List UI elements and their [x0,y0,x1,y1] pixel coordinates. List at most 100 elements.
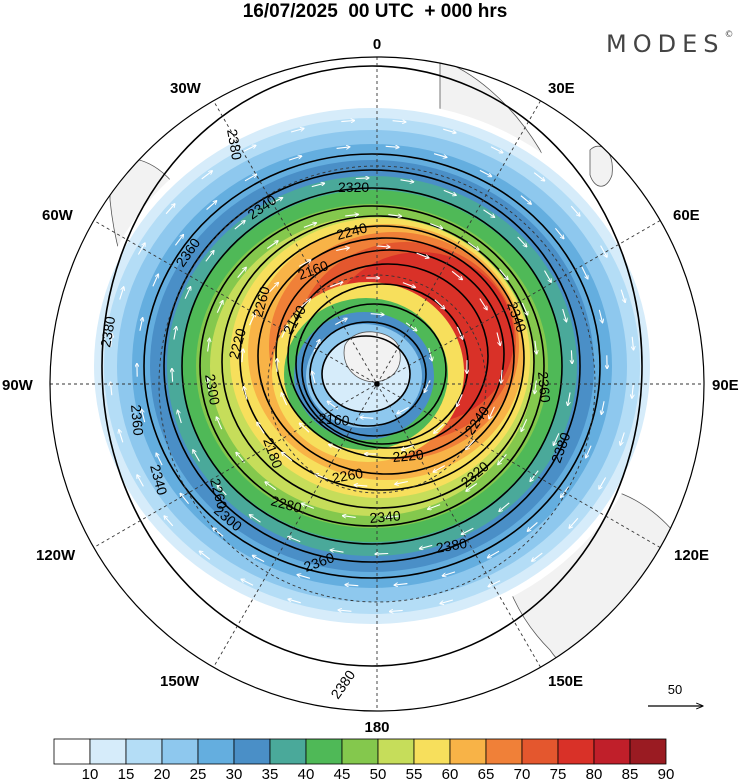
contour-label: 2260 [249,284,273,318]
wind-vector [570,205,580,216]
wind-vector [341,121,354,122]
longitude-label-150w: 150W [160,673,200,690]
wind-vector [336,248,349,252]
wind-vector [249,313,255,326]
colorbar-label: 20 [154,766,171,782]
wind-vector [119,287,124,300]
colorbar-label: 50 [370,766,387,782]
landmass-madagascar [589,145,613,187]
wind-vector [375,554,389,555]
contour-ring-8 [257,237,515,475]
longitude-labels: 0 30E 60E 90E 120E 150E 180 150W 120W 90… [2,36,739,736]
contour-label: 2340 [369,507,402,526]
colorbar-swatch [89,738,127,765]
colorbar-label: 10 [82,766,99,782]
wind-vector [632,384,633,398]
contour-label: 2380 [97,315,118,349]
wind-vector [479,298,487,310]
colorbar-swatch [449,738,487,765]
colorbar-swatch [377,738,415,765]
wind-vector [488,550,500,557]
wind-vector [338,610,352,611]
wind-vector [152,274,158,287]
wind-vector [165,204,175,215]
contour-label: 2220 [392,446,425,465]
wind-vector [601,401,605,414]
wind-vector [632,336,633,350]
contour-ring-12 [301,303,447,437]
wind-vector [443,128,456,133]
wind-vector [434,299,445,309]
contour-ring-2 [143,153,601,579]
colorbar-label: 80 [586,766,603,782]
wind-vector [457,394,463,406]
wind-vector [395,480,408,485]
wind-vector [416,252,429,258]
wind-vector [282,453,293,462]
wind-vector [598,309,602,323]
pole-landmass [343,331,401,383]
wind-vector [355,178,369,179]
wind-vector [620,289,625,302]
colorbar-label: 85 [622,766,639,782]
height-contours [101,65,643,667]
contour-ring-5 [199,205,545,527]
wind-vector [300,299,311,309]
wind-vector [499,502,510,511]
wind-vector [173,327,176,340]
contour-label: 2360 [535,371,554,404]
wind-vector [517,236,527,247]
wind-vector [345,214,358,216]
wind-vector [400,180,414,182]
colorbar-swatch [341,738,379,765]
wind-vector [156,453,163,466]
wind-vector [388,215,401,217]
wind-vector [281,326,287,338]
wind-vector [620,432,625,445]
wind-vector [428,347,432,361]
wind-vector [535,340,537,354]
wind-vector [201,171,212,180]
contour-ring-14 [321,335,411,413]
wind-vector [390,610,403,611]
pole-marker [374,381,380,387]
wind-vector [119,430,124,443]
wind-vector [443,189,456,195]
colorbar-label: 45 [334,766,351,782]
wind-vector [288,537,301,543]
contour-ring-7 [239,225,525,491]
wind-vector [217,417,223,430]
wind-vector [288,599,301,604]
wind-vector [499,268,508,279]
colorbar-swatch [233,738,271,765]
colorbar-swatch [53,738,91,765]
colorbar-label: 55 [406,766,423,782]
wind-vector [216,301,222,313]
wind-vector [428,504,441,510]
map-disk [87,59,701,685]
wind-vector [266,241,278,249]
wind-vector [521,419,528,431]
colorbar-label: 75 [550,766,567,782]
longitude-label-60w: 60W [42,207,74,224]
wind-vector [200,551,211,560]
colorbar-label: 65 [478,766,495,782]
wind-vector [554,433,560,445]
contour-label: 2260 [331,465,365,486]
wind-vector [488,580,501,587]
wind-vector [205,251,214,262]
wind-vector [528,521,538,531]
colorbar-swatch [593,738,631,765]
contour-label: 2300 [202,373,223,407]
wind-vector [237,268,246,278]
wind-vector [586,445,592,458]
wind-vector [462,527,474,534]
wind-vector [244,387,248,400]
wind-vector [244,174,256,182]
wind-vector [335,319,347,325]
colorbar-label: 70 [514,766,531,782]
wind-vector [490,146,503,153]
wind-vector [206,201,217,211]
